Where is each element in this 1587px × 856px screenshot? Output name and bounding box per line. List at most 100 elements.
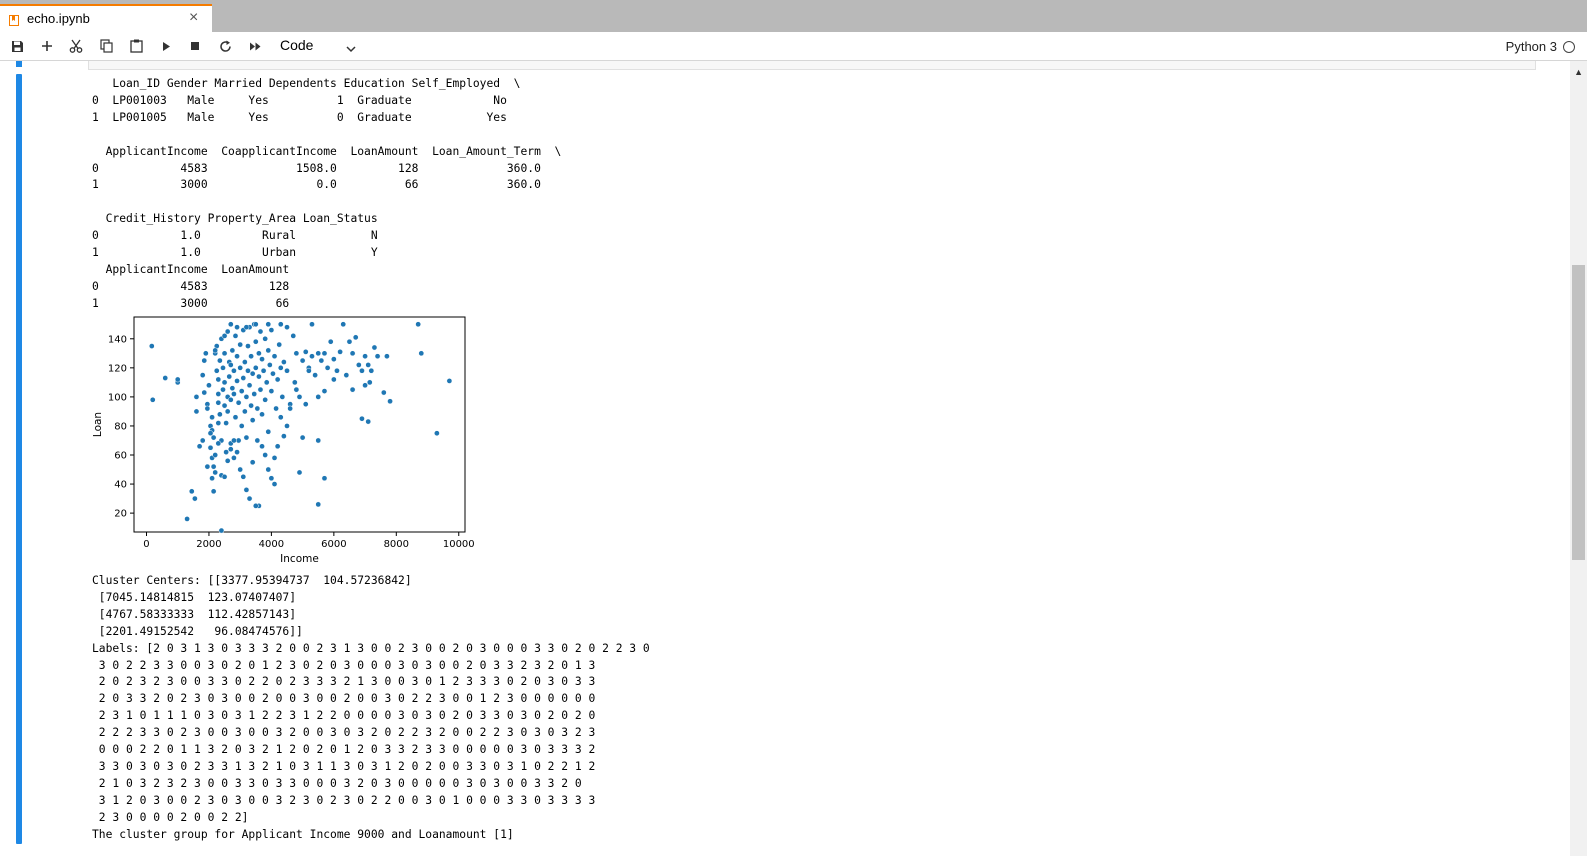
scatter-point bbox=[223, 420, 229, 426]
scatter-point bbox=[212, 347, 219, 354]
y-tick-label: 20 bbox=[114, 509, 127, 520]
scatter-point bbox=[242, 359, 248, 365]
x-tick-label: 8000 bbox=[384, 539, 409, 550]
scatter-point bbox=[229, 385, 236, 392]
scatter-point bbox=[271, 481, 278, 487]
kernel-name[interactable]: Python 3 bbox=[1505, 39, 1557, 54]
scatter-point bbox=[340, 321, 347, 328]
copy-icon[interactable] bbox=[97, 37, 115, 55]
scatter-point bbox=[352, 334, 359, 341]
scatter-point bbox=[281, 433, 287, 439]
close-icon[interactable]: × bbox=[189, 9, 199, 26]
scatter-point bbox=[281, 359, 287, 365]
scatter-point bbox=[262, 396, 269, 403]
x-tick-label: 6000 bbox=[321, 539, 346, 550]
scatter-point bbox=[234, 324, 240, 331]
scatter-point bbox=[231, 455, 237, 461]
scatter-point bbox=[215, 440, 222, 447]
scatter-point bbox=[299, 434, 306, 441]
scatter-point bbox=[268, 475, 275, 482]
prev-cell-indicator bbox=[16, 61, 22, 67]
scatter-point bbox=[309, 321, 315, 328]
scatter-point bbox=[235, 399, 242, 406]
scatter-point bbox=[256, 373, 262, 380]
scatter-point bbox=[263, 379, 270, 386]
scatter-point bbox=[365, 362, 372, 368]
cut-icon[interactable] bbox=[67, 37, 85, 55]
scatter-point bbox=[337, 349, 343, 355]
add-icon[interactable] bbox=[38, 37, 56, 55]
scatter-point bbox=[249, 459, 256, 466]
x-tick-label: 2000 bbox=[196, 539, 221, 550]
scatter-point bbox=[265, 466, 272, 473]
tab-notebook[interactable]: echo.ipynb × bbox=[0, 4, 212, 32]
scatter-point bbox=[227, 446, 234, 453]
y-tick-label: 120 bbox=[108, 363, 127, 374]
scatter-point bbox=[207, 444, 214, 451]
scatter-point bbox=[243, 394, 250, 400]
scatter-point bbox=[193, 408, 200, 415]
scatter-point bbox=[245, 343, 251, 349]
scatter-point bbox=[248, 353, 254, 360]
scatter-point bbox=[217, 357, 223, 364]
scatter-point bbox=[238, 388, 245, 394]
scatter-point bbox=[271, 353, 278, 360]
scatter-point bbox=[246, 495, 253, 502]
scatter-point bbox=[321, 475, 328, 482]
x-axis-label: Income bbox=[280, 553, 319, 565]
scatter-point bbox=[237, 341, 244, 348]
scatter-point bbox=[243, 487, 250, 493]
tab-title: echo.ipynb bbox=[27, 11, 90, 26]
scatter-point bbox=[387, 398, 393, 405]
scatter-point bbox=[149, 396, 156, 403]
scatter-point bbox=[238, 423, 245, 429]
y-tick-label: 40 bbox=[114, 480, 127, 491]
scatter-point bbox=[235, 437, 242, 444]
scatter-point bbox=[215, 376, 222, 383]
scatter-point bbox=[218, 527, 225, 534]
scatter-point bbox=[220, 386, 226, 393]
cell-type-dropdown[interactable]: Code bbox=[272, 36, 360, 56]
x-tick-label: 10000 bbox=[443, 539, 475, 550]
scatter-point bbox=[274, 376, 281, 383]
scroll-up-icon[interactable]: ▲ bbox=[1574, 67, 1583, 77]
paste-icon[interactable] bbox=[127, 37, 145, 55]
stop-icon[interactable] bbox=[186, 37, 204, 55]
scatter-point bbox=[246, 382, 253, 389]
scatter-point bbox=[309, 353, 315, 360]
scatter-point bbox=[368, 367, 375, 374]
code-cell-input[interactable] bbox=[88, 61, 1536, 70]
scatter-point bbox=[330, 376, 337, 383]
scatter-point bbox=[362, 353, 368, 360]
x-tick-label: 0 bbox=[143, 539, 149, 550]
active-cell-indicator[interactable] bbox=[16, 74, 22, 844]
scatter-point bbox=[265, 321, 272, 328]
scatter-plot: 0 2000 4000 6000 8000 10000 20 40 60 80 100 120 140 I… bbox=[92, 316, 475, 565]
scatter-point bbox=[355, 362, 362, 368]
scatter-point bbox=[293, 386, 300, 393]
scatter-point bbox=[277, 414, 284, 421]
scrollbar-thumb[interactable] bbox=[1572, 265, 1585, 560]
scatter-point bbox=[207, 430, 214, 437]
scatter-point bbox=[315, 350, 322, 357]
scatter-point bbox=[434, 430, 440, 437]
save-icon[interactable] bbox=[8, 37, 26, 55]
scatter-point bbox=[371, 344, 378, 351]
scatter-point bbox=[446, 378, 453, 384]
scatter-point bbox=[243, 434, 250, 441]
run-icon[interactable] bbox=[157, 37, 175, 55]
scatter-point bbox=[201, 357, 208, 364]
restart-icon[interactable] bbox=[216, 37, 234, 55]
run-all-icon[interactable] bbox=[246, 37, 264, 55]
scatter-point bbox=[210, 463, 217, 470]
scatter-point bbox=[193, 394, 200, 400]
scatter-point bbox=[227, 396, 234, 403]
output-dataframe-text: Loan_ID Gender Married Dependents Educat… bbox=[92, 77, 562, 310]
scatter-point bbox=[265, 347, 272, 354]
output-cluster-text: Cluster Centers: [[3377.95394737 104.572… bbox=[92, 574, 650, 841]
scatter-point bbox=[324, 364, 331, 371]
scatter-point bbox=[223, 449, 229, 455]
cell-type-value: Code bbox=[280, 37, 314, 53]
scatter-point bbox=[213, 367, 220, 374]
scatter-point bbox=[277, 364, 284, 371]
